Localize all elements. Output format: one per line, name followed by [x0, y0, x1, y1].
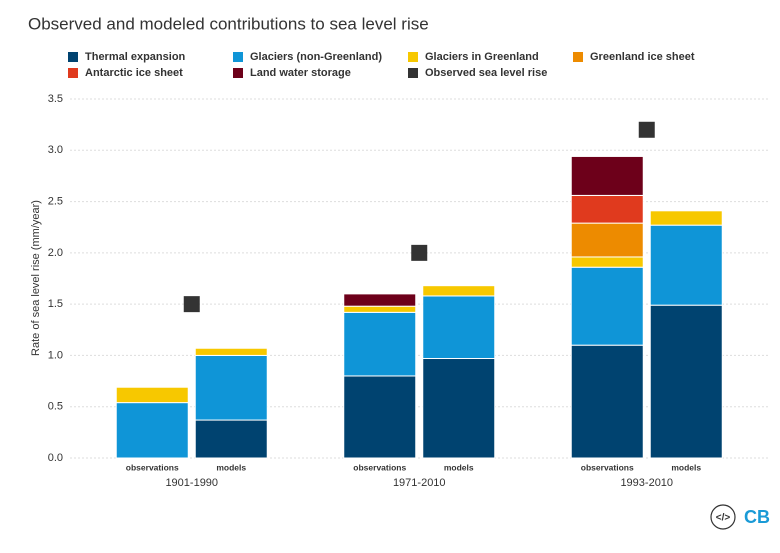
y-tick-label: 3.5: [48, 93, 63, 105]
y-axis-label: Rate of sea level rise (mm/year): [30, 200, 42, 356]
bar-segment: [570, 222, 644, 258]
legend-label: Antarctic ice sheet: [85, 67, 183, 79]
x-tick-label: models: [444, 462, 474, 472]
bar-segment: [343, 293, 417, 307]
bar-segment: [194, 347, 268, 356]
bar-segment: [343, 305, 417, 313]
bar-segment: [194, 419, 268, 459]
bar-segment: [422, 358, 496, 459]
legend-swatch: [68, 68, 78, 78]
x-tick-label: observations: [581, 462, 634, 472]
embed-icon[interactable]: </>: [716, 513, 731, 524]
y-tick-label: 0.0: [48, 452, 63, 464]
bar-segment: [570, 155, 644, 196]
x-tick-label: observations: [353, 462, 406, 472]
legend-swatch: [573, 52, 583, 62]
legend-swatch: [68, 52, 78, 62]
group-label: 1993-2010: [620, 477, 673, 489]
legend-swatch: [233, 68, 243, 78]
y-tick-label: 1.5: [48, 298, 63, 310]
bar-segment: [570, 266, 644, 346]
legend-label: Thermal expansion: [85, 51, 186, 63]
bar-segment: [649, 210, 723, 226]
embed-icon-circle[interactable]: [710, 504, 736, 530]
legend-label: Greenland ice sheet: [590, 51, 695, 63]
x-tick-label: models: [216, 462, 246, 472]
x-tick-label: observations: [126, 462, 179, 472]
observed-marker: [638, 121, 655, 138]
y-tick-label: 2.0: [48, 247, 63, 259]
legend-swatch: [233, 52, 243, 62]
bar-segment: [115, 402, 189, 459]
group-label: 1901-1990: [165, 477, 218, 489]
logo: CB: [744, 507, 770, 527]
bar-segment: [570, 344, 644, 459]
x-tick-label: models: [671, 462, 701, 472]
legend-label: Glaciers in Greenland: [425, 51, 539, 63]
y-tick-label: 3.0: [48, 144, 63, 156]
bar-segment: [422, 285, 496, 297]
bar-segment: [343, 311, 417, 377]
legend-label: Observed sea level rise: [425, 67, 547, 79]
bar-segment: [115, 386, 189, 404]
legend-swatch: [408, 68, 418, 78]
observed-marker: [183, 296, 200, 313]
legend-swatch: [408, 52, 418, 62]
y-tick-label: 1.0: [48, 349, 63, 361]
bar-segment: [570, 256, 644, 268]
bar-segment: [649, 224, 723, 306]
bar-segment: [649, 304, 723, 459]
legend-label: Land water storage: [250, 67, 351, 79]
legend-label: Glaciers (non-Greenland): [250, 51, 382, 63]
bar-segment: [422, 295, 496, 360]
bar-segment: [194, 354, 268, 421]
observed-marker: [411, 244, 428, 261]
group-label: 1971-2010: [393, 477, 446, 489]
y-tick-label: 0.5: [48, 401, 63, 413]
bar-segment: [570, 194, 644, 224]
y-tick-label: 2.5: [48, 195, 63, 207]
chart-title: Observed and modeled contributions to se…: [28, 14, 429, 33]
bar-segment: [343, 375, 417, 459]
